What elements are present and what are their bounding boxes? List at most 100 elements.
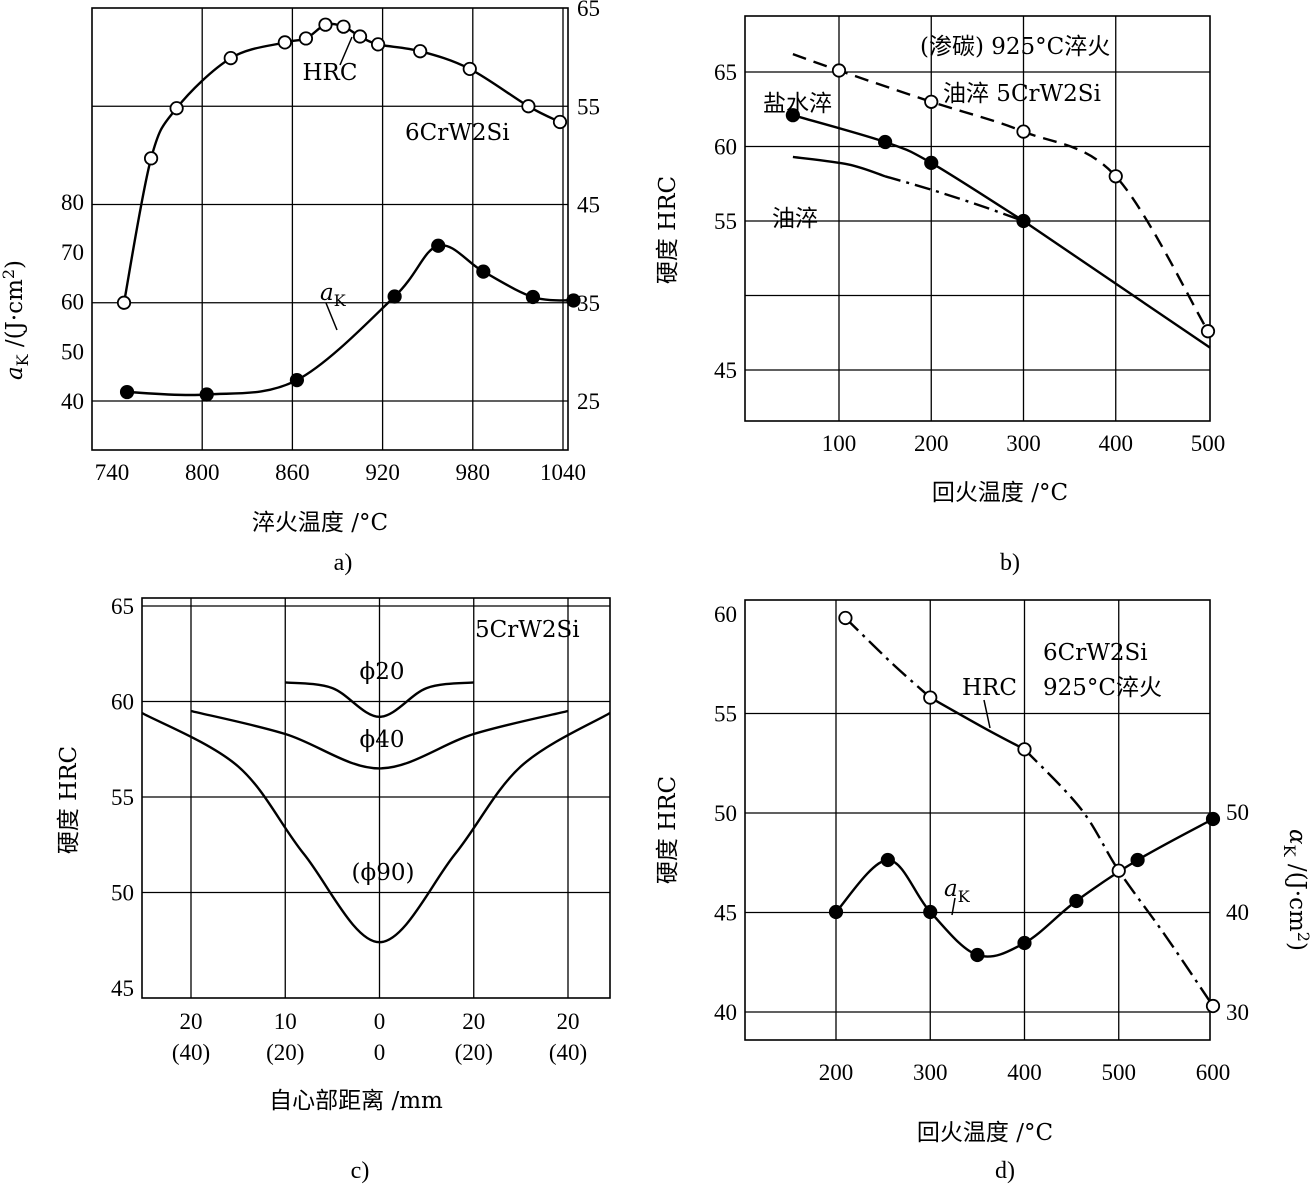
panel-d-ak-point xyxy=(1017,935,1032,951)
panel-a-ytick-left-label: 60 xyxy=(61,290,84,315)
panel-b-xlabel: 回火温度 /°C xyxy=(932,480,1068,506)
panel-a-hrc-point xyxy=(336,19,351,34)
panel-c-curve-2 xyxy=(190,709,569,770)
panel-b-brine-annotation: 盐水淬 xyxy=(763,91,832,117)
panel-a-xtick-label: 860 xyxy=(275,460,310,485)
panel-d-hrc-point xyxy=(838,610,853,626)
panel-c-xtick-label: 0 xyxy=(374,1009,386,1034)
panel-b-brine-point xyxy=(924,155,939,170)
panel-b-brine-point xyxy=(785,108,800,123)
panel-c-phi40-label: ϕ40 xyxy=(360,727,405,753)
panel-c-phi90-label: (ϕ90) xyxy=(352,860,415,886)
panel-c-xtick-label: 10 xyxy=(274,1009,297,1034)
panel-a: 740 800 860 920 980 104025354555654050607080 … xyxy=(0,0,600,576)
panel-c-ytick-label: 65 xyxy=(111,594,134,619)
panel-c-ytick-label: 50 xyxy=(111,881,134,906)
panel-c-xtick-sublabel: (20) xyxy=(266,1040,304,1065)
panel-d-ytick-label: 40 xyxy=(714,1000,737,1025)
panel-a-ak-annotation: aK xyxy=(320,280,347,310)
panel-a-ytick-right-label: 55 xyxy=(577,94,600,119)
panel-b-carburized-point xyxy=(1016,124,1031,139)
panel-b-brine-point xyxy=(1016,213,1031,229)
panel-d-hrc-annotation: HRC xyxy=(962,675,1017,701)
panel-a-ak-point xyxy=(566,293,581,308)
panel-a-ytick-right-label: 25 xyxy=(577,389,600,414)
panel-d-hrc-point xyxy=(1111,863,1126,878)
panel-a-hrc-annotation: HRC xyxy=(303,60,358,86)
panel-b-oil-line-end xyxy=(1022,220,1211,349)
panel-a-ak-leader xyxy=(325,302,338,331)
panel-b-xtick-label: 400 xyxy=(1099,431,1134,456)
panel-c-ytick-label: 60 xyxy=(111,690,134,715)
panel-a-ak-point xyxy=(387,289,402,304)
panel-d-ytick-right-label: 50 xyxy=(1226,800,1249,825)
panel-a-hrc-point xyxy=(298,31,314,46)
panel-a-ytick-right-label: 45 xyxy=(577,193,600,218)
panel-b-brine-line xyxy=(792,114,1025,223)
panel-d-ak-leader xyxy=(951,897,956,916)
panel-a-hrc-point xyxy=(462,61,477,77)
panel-a-ytick-left-label: 50 xyxy=(61,339,84,364)
panel-d-hrc-point xyxy=(923,690,938,705)
panel-a-ak-point xyxy=(476,264,491,279)
panel-d-xlabel: 回火温度 /°C xyxy=(917,1120,1053,1146)
panel-c-curve-3 xyxy=(141,711,611,944)
panel-a-hrc-point xyxy=(277,35,292,50)
panel-c-xtick-sublabel: (40) xyxy=(172,1040,210,1065)
panel-d-ytick-label: 45 xyxy=(714,901,737,926)
panel-c-xtick-sublabel: 0 xyxy=(374,1040,386,1065)
panel-a-ytick-left-label: 70 xyxy=(61,240,84,265)
panel-d-ylabel: 硬度 HRC xyxy=(655,776,681,884)
panel-a-xtick-label: 740 xyxy=(95,460,130,485)
panel-d-hrc-point xyxy=(1017,742,1032,757)
panel-c-caption: c) xyxy=(351,1158,370,1184)
panel-d-xtick-label: 500 xyxy=(1102,1060,1137,1085)
panel-a-hrc-point xyxy=(413,44,428,59)
panel-a-hrc-leader xyxy=(339,36,353,66)
panel-b-ytick-label: 45 xyxy=(714,358,737,383)
panel-b-oil-5crw2si-annotation: 油淬 5CrW2Si xyxy=(943,81,1101,107)
panel-c-xtick-sublabel: (40) xyxy=(549,1040,587,1065)
panel-c-xtick-label: 20 xyxy=(462,1009,485,1034)
panel-a-xtick-label: 920 xyxy=(365,460,400,485)
panel-c-ytick-label: 45 xyxy=(111,976,134,1001)
panel-a-xtick-label: 800 xyxy=(185,460,220,485)
panel-b-carburized-point xyxy=(924,94,939,109)
panel-b-ytick-label: 65 xyxy=(714,60,737,85)
panel-a-caption: a) xyxy=(334,550,353,576)
panel-b-oil-line-dashdot xyxy=(884,175,1024,223)
panel-d-ak-point xyxy=(923,904,938,920)
panel-d-ak-point xyxy=(1205,811,1221,827)
panel-c-xtick-sublabel: (20) xyxy=(455,1040,493,1065)
panel-b-ytick-label: 60 xyxy=(714,135,737,160)
panel-b-brine-point xyxy=(878,134,893,150)
panel-a-hrc-point xyxy=(370,37,386,52)
panel-d-ytick-label: 60 xyxy=(714,602,737,627)
panel-a-xlabel: 淬火温度 /°C xyxy=(252,510,388,536)
panel-a-xtick-label: 980 xyxy=(456,460,491,485)
panel-a-steel-annotation: 6CrW2Si xyxy=(405,120,510,146)
panel-c: 20 (40) 10 (20) 0 0 20 (20) 20 (40) 45 50 55 60 65 5Cr… xyxy=(56,594,611,1184)
panel-d-ak-point xyxy=(1069,893,1084,909)
panel-d-ytick-right-label: 40 xyxy=(1226,900,1249,925)
panel-a-hrc-point xyxy=(169,101,184,116)
panel-a-ak-line xyxy=(126,244,574,397)
panel-a-hrc-point xyxy=(352,29,368,44)
panel-b-xtick-label: 500 xyxy=(1191,431,1226,456)
panel-a-ylabel-left: aK /(J·cm2) xyxy=(0,260,32,380)
panel-d-ak-annotation: aK xyxy=(944,876,971,906)
panel-b-frame xyxy=(744,15,1211,422)
panel-c-xtick-label: 20 xyxy=(180,1009,203,1034)
panel-b-caption: b) xyxy=(1000,550,1020,576)
panel-a-ak-point xyxy=(289,373,305,388)
panel-c-steel-annotation: 5CrW2Si xyxy=(475,617,580,643)
panel-c-ytick-label: 55 xyxy=(111,785,134,810)
panel-a-hrc-point xyxy=(521,99,536,114)
panel-d-quench-annotation: 925°C淬火 xyxy=(1043,675,1162,701)
panel-a-ak-point xyxy=(525,289,541,305)
panel-d-hrc-line-1 xyxy=(844,617,932,699)
panel-d-hrc-point xyxy=(1205,998,1221,1014)
panel-b-xtick-label: 100 xyxy=(822,431,857,456)
